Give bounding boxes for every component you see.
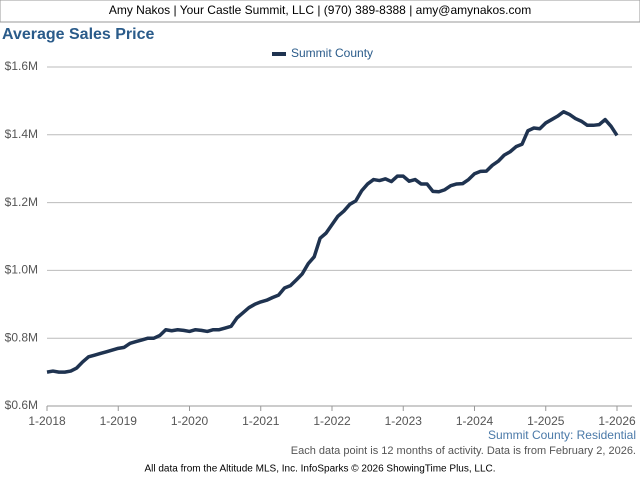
x-tick-label: 1-2025 <box>527 414 565 428</box>
line <box>46 110 619 374</box>
x-tick-label: 1-2022 <box>313 414 351 428</box>
x-tick-label: 1-2024 <box>456 414 494 428</box>
y-tick-label: $1.6M <box>5 59 38 73</box>
y-tick-label: $0.6M <box>5 398 38 412</box>
x-tick-label: 1-2023 <box>385 414 423 428</box>
y-tick-label: $1.0M <box>5 263 38 277</box>
legend-label: Summit County <box>291 46 373 60</box>
header: Amy Nakos | Your Castle Summit, LLC | (9… <box>109 3 531 17</box>
subtitle: Summit County: Residential <box>488 428 636 442</box>
header-bar <box>0 0 640 23</box>
x-tick-label: 1-2026 <box>598 414 636 428</box>
x-tick-label: 1-2021 <box>242 414 280 428</box>
x-tick-label: 1-2018 <box>28 414 66 428</box>
x-tick-label: 1-2019 <box>100 414 138 428</box>
y-tick-label: $0.8M <box>5 330 38 344</box>
y-tick-label: $1.4M <box>5 127 38 141</box>
footer: All data from the Altitude MLS, Inc. Inf… <box>144 464 495 475</box>
x-tick-label: 1-2020 <box>171 414 209 428</box>
y-tick-label: $1.2M <box>5 195 38 209</box>
chart-title: Average Sales Price <box>2 26 155 43</box>
note: Each data point is 12 months of activity… <box>291 445 636 457</box>
